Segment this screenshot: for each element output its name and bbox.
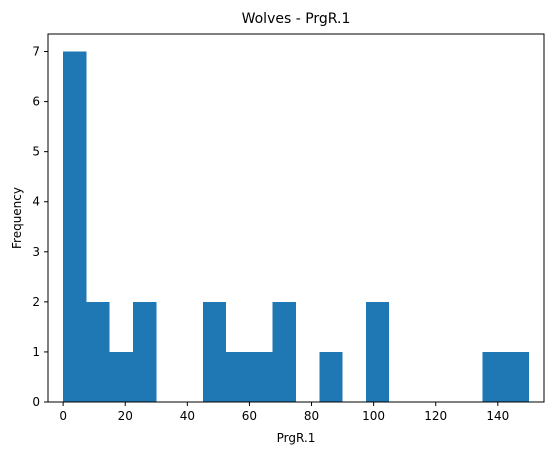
x-axis-label: PrgR.1: [277, 431, 316, 445]
histogram-bar: [482, 351, 506, 402]
y-tick-label: 5: [32, 145, 40, 159]
x-tick-label: 0: [59, 409, 67, 423]
x-tick-label: 100: [362, 409, 385, 423]
x-tick-label: 80: [304, 409, 319, 423]
x-tick-label: 60: [242, 409, 257, 423]
histogram-bar: [202, 301, 227, 402]
x-tick-label: 40: [180, 409, 195, 423]
y-tick-label: 7: [32, 45, 40, 59]
chart-title: Wolves - PrgR.1: [242, 11, 351, 27]
bars-group: [63, 51, 529, 403]
histogram-bar: [249, 351, 273, 402]
y-axis-ticks: 0 1 2 3 4 5 6 7: [32, 45, 48, 409]
histogram-bar: [319, 351, 343, 402]
y-tick-label: 6: [32, 95, 40, 109]
plot-frame: [47, 33, 545, 403]
y-tick-label: 2: [32, 295, 40, 309]
x-axis-ticks: 0 20 40 60 80 100 120 140: [59, 402, 509, 423]
histogram-bar: [109, 351, 133, 402]
y-axis-label: Frequency: [10, 187, 24, 249]
histogram-bar: [272, 301, 296, 402]
x-tick-label: 140: [486, 409, 509, 423]
y-tick-label: 3: [32, 245, 40, 259]
histogram-bar: [132, 301, 157, 402]
y-tick-label: 1: [32, 345, 40, 359]
y-tick-label: 0: [32, 395, 40, 409]
x-tick-label: 120: [424, 409, 447, 423]
histogram-bar: [63, 51, 87, 403]
histogram-bar: [505, 351, 529, 402]
x-tick-label: 20: [118, 409, 133, 423]
histogram-bar: [365, 301, 390, 402]
y-tick-label: 4: [32, 195, 40, 209]
histogram-bar: [86, 301, 110, 402]
histogram-bar: [226, 351, 250, 402]
